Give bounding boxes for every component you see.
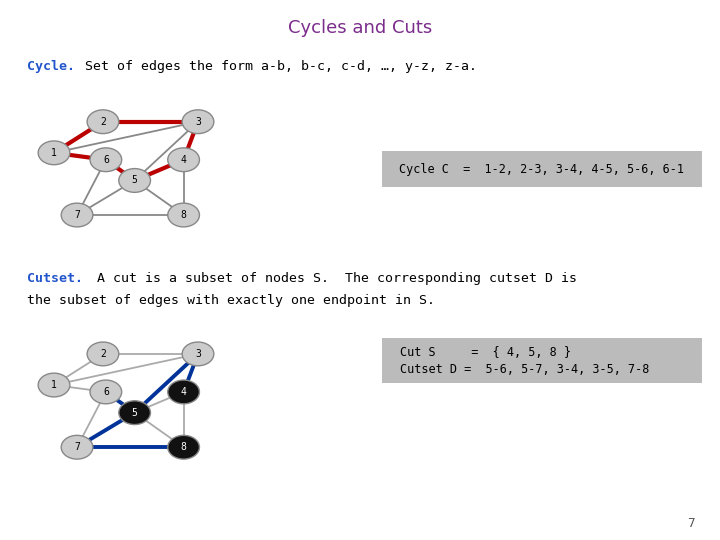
Circle shape (168, 435, 199, 459)
Circle shape (168, 203, 199, 227)
Text: 7: 7 (688, 517, 695, 530)
Text: 8: 8 (181, 210, 186, 220)
Circle shape (168, 148, 199, 172)
Text: 1: 1 (51, 380, 57, 390)
Circle shape (61, 435, 93, 459)
Text: 5: 5 (132, 176, 138, 185)
Text: 1: 1 (51, 148, 57, 158)
Text: Cut S     =  { 4, 5, 8 }: Cut S = { 4, 5, 8 } (400, 346, 571, 360)
Text: 4: 4 (181, 155, 186, 165)
FancyBboxPatch shape (382, 338, 702, 383)
Text: Set of edges the form a-b, b-c, c-d, …, y-z, z-a.: Set of edges the form a-b, b-c, c-d, …, … (85, 60, 477, 73)
Text: 7: 7 (74, 210, 80, 220)
Text: 5: 5 (132, 408, 138, 417)
Circle shape (90, 380, 122, 404)
Text: Cycles and Cuts: Cycles and Cuts (288, 19, 432, 37)
Text: A cut is a subset of nodes S.  The corresponding cutset D is: A cut is a subset of nodes S. The corres… (97, 272, 577, 285)
Text: 3: 3 (195, 349, 201, 359)
Text: 3: 3 (195, 117, 201, 127)
FancyBboxPatch shape (382, 151, 702, 187)
Text: 6: 6 (103, 155, 109, 165)
Circle shape (90, 148, 122, 172)
Circle shape (61, 203, 93, 227)
Text: 6: 6 (103, 387, 109, 397)
Circle shape (119, 168, 150, 192)
Circle shape (38, 373, 70, 397)
Circle shape (182, 342, 214, 366)
Text: 2: 2 (100, 117, 106, 127)
Text: Cutset D =  5-6, 5-7, 3-4, 3-5, 7-8: Cutset D = 5-6, 5-7, 3-4, 3-5, 7-8 (400, 362, 649, 376)
Text: 2: 2 (100, 349, 106, 359)
Circle shape (38, 141, 70, 165)
Text: 8: 8 (181, 442, 186, 452)
Text: Cycle.: Cycle. (27, 60, 76, 73)
Circle shape (87, 110, 119, 133)
Text: the subset of edges with exactly one endpoint in S.: the subset of edges with exactly one end… (27, 294, 436, 307)
Text: 7: 7 (74, 442, 80, 452)
Circle shape (119, 401, 150, 424)
Circle shape (168, 380, 199, 404)
Text: 4: 4 (181, 387, 186, 397)
Circle shape (87, 342, 119, 366)
Text: Cycle C  =  1-2, 2-3, 3-4, 4-5, 5-6, 6-1: Cycle C = 1-2, 2-3, 3-4, 4-5, 5-6, 6-1 (400, 163, 684, 176)
Circle shape (182, 110, 214, 133)
Text: Cutset.: Cutset. (27, 272, 84, 285)
